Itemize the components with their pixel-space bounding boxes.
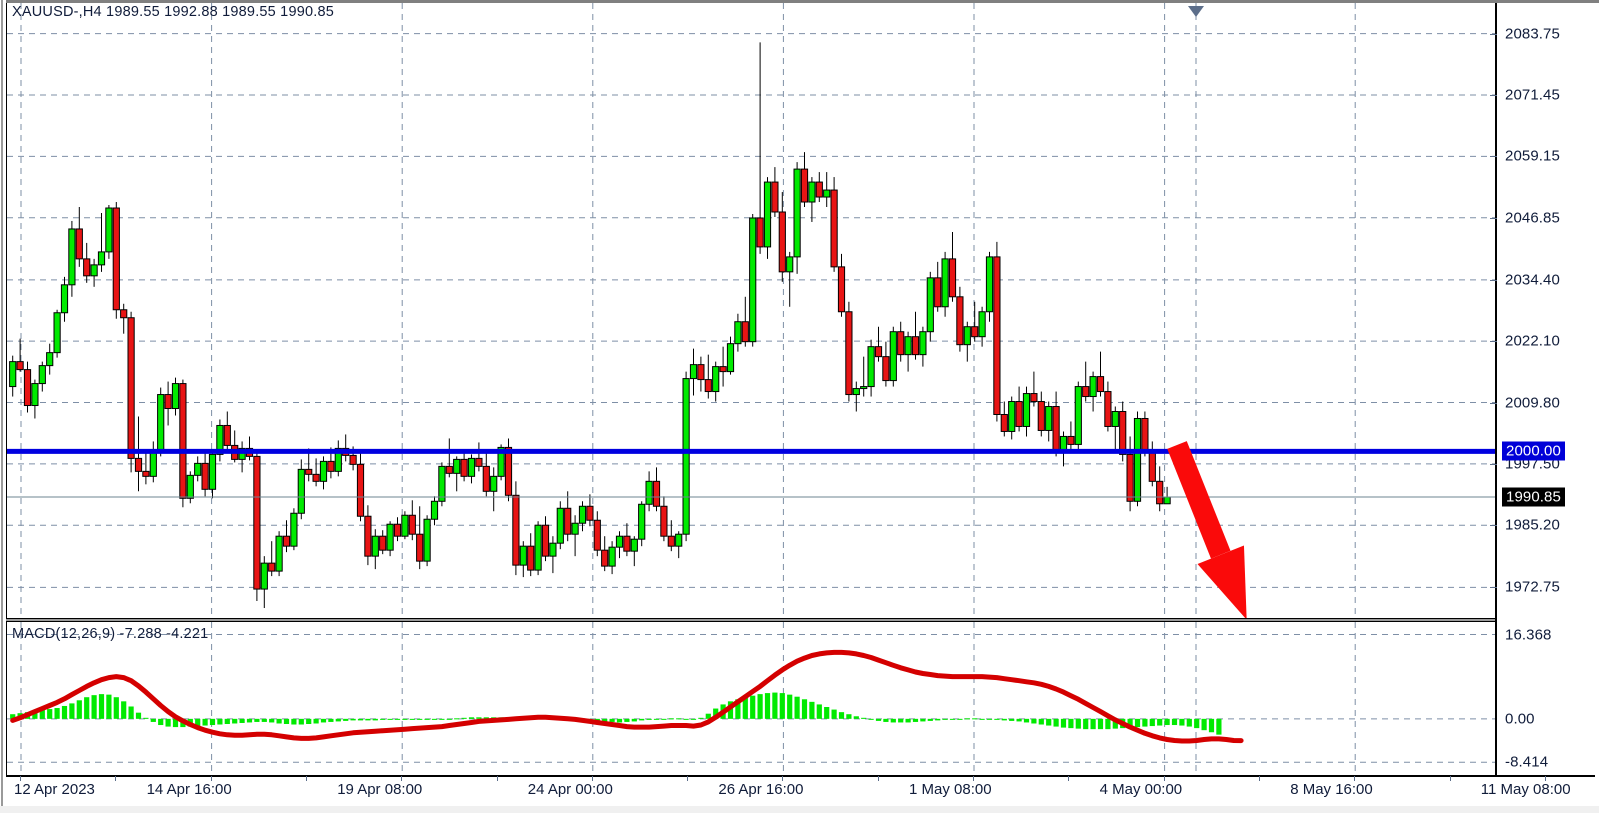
down-trend-arrow <box>1167 441 1247 618</box>
time-tick-mark <box>782 776 784 781</box>
time-tick-mark <box>1449 776 1451 781</box>
time-tick-label: 8 May 16:00 <box>1290 781 1373 798</box>
pane-separator-bottom <box>6 621 1595 622</box>
price-tick-label: 2083.75 <box>1505 25 1560 43</box>
time-tick-mark <box>210 776 212 781</box>
price-chart-canvas <box>7 3 1495 618</box>
price-tick-mark <box>1490 402 1497 404</box>
price-tick-label: 2071.45 <box>1505 86 1560 104</box>
time-tick-mark <box>1163 776 1165 781</box>
time-tick-mark <box>973 776 974 781</box>
price-tick-mark <box>1490 463 1497 465</box>
price-tick-label: 2022.10 <box>1505 332 1560 350</box>
macd-tick-label: 0.00 <box>1505 710 1535 728</box>
time-tick-mark <box>401 776 403 781</box>
time-tick-mark <box>496 776 498 781</box>
price-tick-label: 2034.40 <box>1505 271 1560 289</box>
macd-tick-label: 16.368 <box>1505 626 1552 644</box>
window-left-border <box>0 0 6 813</box>
symbol-ohlc-header: XAUUSD-,H4 1989.55 1992.88 1989.55 1990.… <box>12 4 334 20</box>
time-tick-label: 11 May 08:00 <box>1480 781 1571 798</box>
price-tick-mark <box>1490 156 1497 158</box>
window-top-border <box>0 0 1599 3</box>
macd-tick-label: -8.414 <box>1505 753 1549 771</box>
time-tick-mark <box>1258 776 1260 781</box>
price-chart-pane[interactable] <box>6 3 1495 618</box>
price-tick-label: 1972.75 <box>1505 578 1560 596</box>
price-tick-mark <box>1490 279 1497 281</box>
price-tick-mark <box>1490 341 1497 343</box>
pane-separator-top <box>6 618 1595 619</box>
time-tick-label: 19 Apr 08:00 <box>337 781 423 798</box>
macd-chart-canvas <box>7 622 1495 775</box>
time-tick-label: 4 May 00:00 <box>1099 781 1183 798</box>
price-tick-mark <box>1490 525 1497 527</box>
time-tick-mark <box>877 776 879 781</box>
time-tick-label: 14 Apr 16:00 <box>146 781 232 798</box>
price-tick-label: 2059.15 <box>1505 147 1560 165</box>
time-tick-mark <box>591 776 593 781</box>
pane-separator-fill[interactable] <box>6 619 1595 621</box>
current-price-badge[interactable]: 1990.85 <box>1502 487 1565 507</box>
price-tick-label: 1985.20 <box>1505 516 1560 534</box>
price-tick-mark <box>1490 95 1497 97</box>
time-tick-label: 24 Apr 00:00 <box>527 781 613 798</box>
price-tick-mark <box>1490 587 1497 589</box>
time-tick-mark <box>20 776 21 781</box>
macd-indicator-pane[interactable] <box>6 622 1495 775</box>
price-tick-label: 2009.80 <box>1505 394 1560 412</box>
time-tick-mark <box>1544 776 1546 781</box>
price-tick-label: 2046.85 <box>1505 209 1560 227</box>
price-tick-mark <box>1490 217 1497 219</box>
window-bottom-strip <box>0 806 1599 813</box>
macd-indicator-label: MACD(12,26,9) -7.288 -4.221 <box>12 626 209 642</box>
time-axis-rule <box>6 776 1595 777</box>
time-tick-label: 1 May 08:00 <box>909 781 992 798</box>
time-tick-label: 26 Apr 16:00 <box>718 781 804 798</box>
time-tick-mark <box>115 776 117 781</box>
time-tick-mark <box>305 776 307 781</box>
time-tick-mark <box>687 776 689 781</box>
price-tick-mark <box>1490 33 1497 35</box>
time-axis-top-border <box>6 775 1595 776</box>
price-axis[interactable]: 2083.75 2071.45 2059.15 2046.85 2034.40 2022.… <box>1490 3 1599 775</box>
time-tick-mark <box>1354 776 1356 781</box>
time-tick-label: 12 Apr 2023 <box>14 781 95 798</box>
time-tick-mark <box>1068 776 1070 781</box>
price-level-badge[interactable]: 2000.00 <box>1502 441 1565 461</box>
